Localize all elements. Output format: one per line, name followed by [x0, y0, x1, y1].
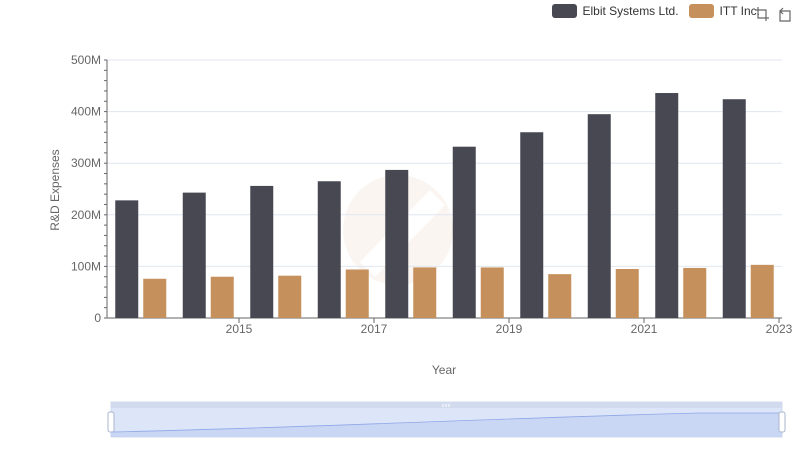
x-tick-label: 2023 [766, 322, 793, 336]
y-tick-label: 0 [94, 311, 101, 325]
data-zoom-slider[interactable] [107, 401, 786, 438]
x-tick-label: 2021 [631, 322, 658, 336]
bar-elbit-2016[interactable] [250, 185, 274, 318]
restore-icon[interactable] [776, 6, 792, 22]
slider-preview-area [111, 413, 782, 437]
y-tick-label: 100M [71, 259, 101, 273]
bar-elbit-2015[interactable] [182, 192, 206, 318]
bar-elbit-2021[interactable] [587, 114, 611, 319]
bar-elbit-2018[interactable] [385, 169, 409, 318]
chart-legend: Elbit Systems Ltd. ITT Inc. [551, 4, 760, 18]
bar-elbit-2017[interactable] [317, 181, 341, 318]
grid-lines [107, 59, 782, 319]
bar-itt-2022[interactable] [683, 267, 707, 318]
legend-label-itt: ITT Inc. [719, 4, 760, 18]
bar-elbit-2019[interactable] [452, 146, 476, 318]
slider-handle-left[interactable] [107, 411, 115, 433]
bar-elbit-2020[interactable] [520, 132, 544, 318]
y-axis-title: R&D Expenses [48, 149, 62, 230]
bar-itt-2020[interactable] [548, 274, 572, 318]
bar-series [115, 93, 774, 319]
y-tick-label: 300M [71, 156, 101, 170]
legend-label-elbit: Elbit Systems Ltd. [582, 4, 679, 18]
y-axis: 0 100M 200M 300M 400M 500M [71, 53, 108, 325]
y-tick-label: 400M [71, 105, 101, 119]
x-axis-title: Year [432, 363, 456, 377]
bar-itt-2018[interactable] [413, 267, 437, 318]
bar-itt-2014[interactable] [143, 278, 167, 318]
bar-itt-2019[interactable] [480, 267, 504, 318]
bar-elbit-2014[interactable] [115, 200, 139, 318]
bar-itt-2017[interactable] [345, 269, 369, 318]
x-axis: 2015 2017 2019 2021 2023 [107, 317, 793, 336]
y-tick-label: 200M [71, 208, 101, 222]
chart-toolbox [754, 6, 792, 22]
y-tick-label: 500M [71, 53, 101, 67]
legend-swatch-elbit [551, 4, 577, 18]
legend-swatch-itt [688, 4, 714, 18]
zoom-icon[interactable] [754, 6, 770, 22]
slider-handle-right[interactable] [778, 411, 786, 433]
bar-itt-2023[interactable] [750, 264, 774, 318]
x-tick-label: 2015 [226, 322, 253, 336]
bar-itt-2016[interactable] [278, 275, 302, 318]
bar-elbit-2022[interactable] [655, 93, 679, 318]
bar-itt-2021[interactable] [615, 268, 639, 318]
legend-item-itt[interactable]: ITT Inc. [688, 4, 760, 18]
slider-preview-line [110, 412, 782, 433]
bar-elbit-2023[interactable] [722, 99, 746, 318]
bar-itt-2015[interactable] [210, 276, 234, 318]
legend-item-elbit[interactable]: Elbit Systems Ltd. [551, 4, 679, 18]
x-tick-label: 2017 [361, 322, 388, 336]
x-tick-label: 2019 [496, 322, 523, 336]
drag-handle-icon[interactable] [442, 404, 450, 407]
